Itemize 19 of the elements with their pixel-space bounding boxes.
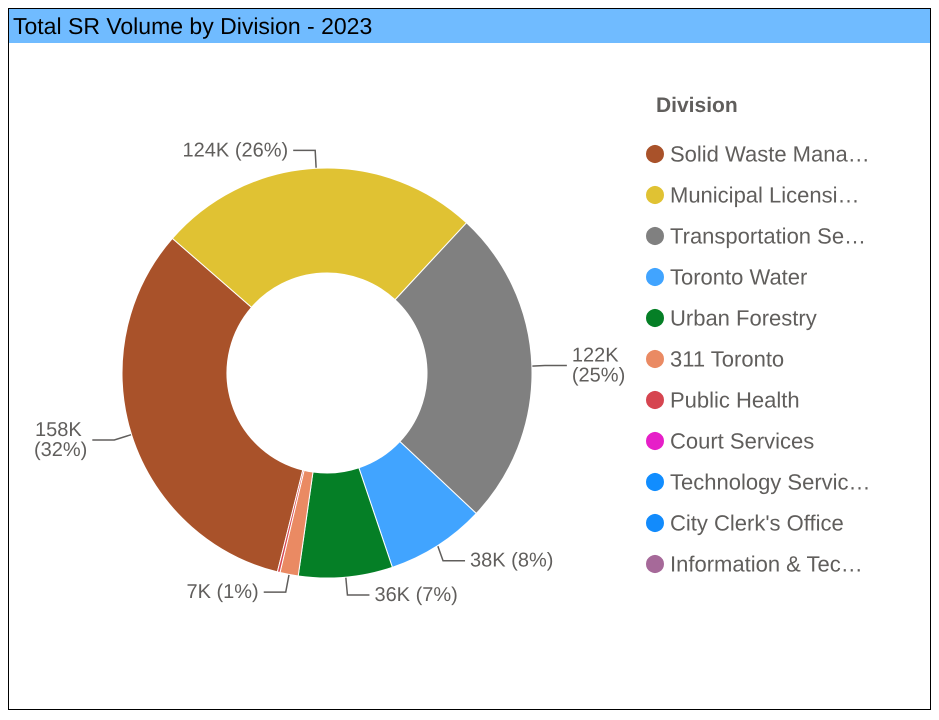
- data-label: 7K (1%): [186, 581, 259, 604]
- legend-label: Information & Tec…: [670, 552, 863, 576]
- legend-label: Technology Servic…: [670, 470, 871, 494]
- data-label: 122K (25%): [572, 344, 626, 387]
- data-label: 38K (8%): [470, 550, 554, 572]
- legend-label: Court Services: [670, 428, 814, 454]
- chart-title: Total SR Volume by Division - 2023: [9, 9, 930, 43]
- legend-label: City Clerk's Office: [670, 510, 844, 536]
- legend-label: Municipal Licensi…: [670, 182, 860, 208]
- data-label: 36K (7%): [374, 584, 458, 606]
- legend-label: Public Health: [670, 388, 800, 412]
- legend-label: Transportation Se…: [670, 224, 866, 248]
- legend-label: Toronto Water: [670, 264, 808, 290]
- legend-label: Solid Waste Mana…: [670, 142, 870, 166]
- data-label: 158K (32%): [34, 418, 88, 461]
- legend-label: 311 Toronto: [670, 346, 784, 372]
- legend-label: Urban Forestry: [670, 306, 817, 330]
- legend-title: Division: [656, 94, 738, 117]
- data-label: 124K (26%): [182, 139, 288, 162]
